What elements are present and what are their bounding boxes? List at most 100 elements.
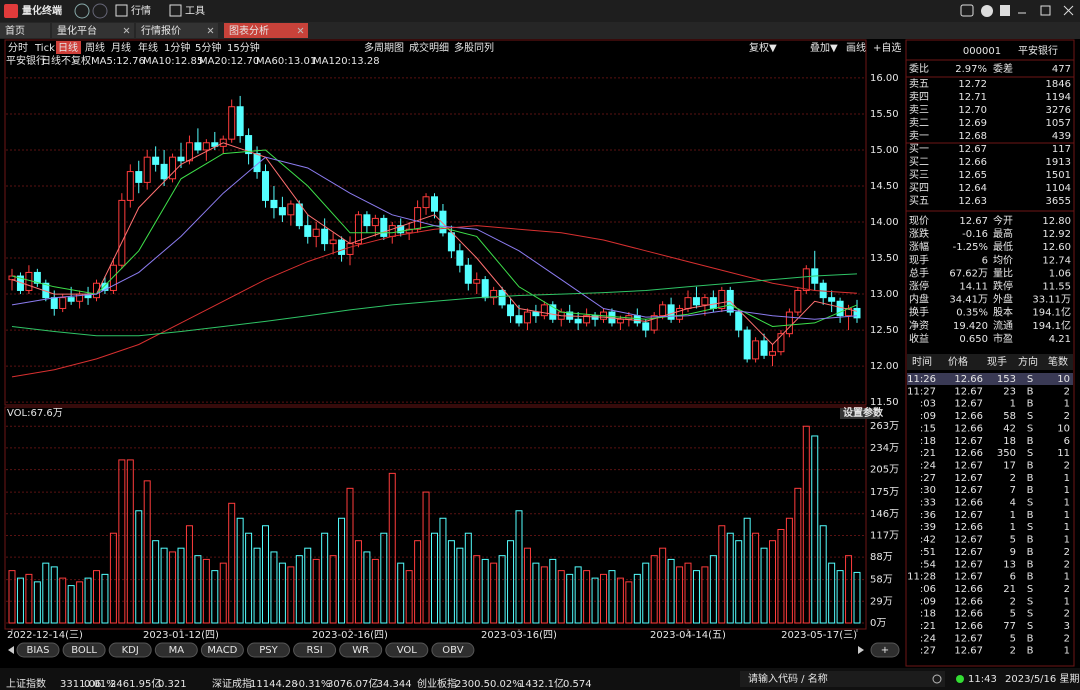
trade-count: 1 bbox=[1064, 510, 1070, 521]
candle-body bbox=[347, 244, 353, 255]
index-field: 0.574 bbox=[563, 679, 592, 690]
indicator-label[interactable]: OBV bbox=[442, 645, 463, 656]
menu-item[interactable]: 行情 bbox=[131, 4, 151, 17]
tool-button[interactable]: +自选 bbox=[873, 41, 901, 54]
view-button[interactable]: 多周期图 bbox=[364, 41, 404, 54]
stat-value: 0.35% bbox=[956, 308, 988, 319]
trade-side: S bbox=[1027, 584, 1033, 595]
stat-value: 0.650 bbox=[959, 334, 988, 345]
index-field: 3076.07亿 bbox=[327, 677, 378, 690]
indicator-label[interactable]: WR bbox=[352, 645, 369, 656]
stat-value: 1.06 bbox=[1049, 268, 1071, 279]
indicator-label[interactable]: KDJ bbox=[122, 645, 139, 656]
trade-volume: 5 bbox=[1010, 633, 1016, 644]
indicator-label[interactable]: BIAS bbox=[27, 645, 50, 656]
tool-button[interactable]: 复权▼ bbox=[749, 41, 777, 54]
period-button[interactable]: 5分钟 bbox=[195, 41, 221, 54]
stat-label: 净资 bbox=[909, 319, 929, 332]
tool-button[interactable]: 画线 bbox=[846, 41, 866, 54]
indicator-label[interactable]: MA bbox=[169, 645, 185, 656]
y-tick-label: 263万 bbox=[870, 421, 899, 432]
period-button[interactable]: 周线 bbox=[85, 41, 105, 54]
trade-time: 11:27 bbox=[907, 386, 936, 397]
stat-value: 12.92 bbox=[1042, 229, 1071, 240]
trade-time: :51 bbox=[920, 547, 936, 558]
tab-label[interactable]: 量化平台 bbox=[57, 24, 97, 37]
tool-button[interactable]: 叠加▼ bbox=[810, 42, 838, 54]
trade-time: :15 bbox=[920, 423, 936, 434]
stat-value: 12.60 bbox=[1042, 242, 1071, 253]
add-button[interactable]: + bbox=[881, 645, 889, 656]
candle-body bbox=[499, 290, 505, 304]
tab-label[interactable]: 行情报价 bbox=[141, 24, 181, 37]
trade-count: 1 bbox=[1064, 596, 1070, 607]
trade-price: 12.67 bbox=[954, 535, 983, 546]
candle-body bbox=[186, 143, 192, 161]
indicator-label[interactable]: BOLL bbox=[71, 645, 97, 656]
trade-time: :24 bbox=[920, 633, 936, 644]
period-button[interactable]: Tick bbox=[34, 43, 55, 54]
y-tick-label: 12.00 bbox=[870, 361, 899, 372]
trade-count: 1 bbox=[1064, 646, 1070, 657]
trade-price: 12.67 bbox=[954, 633, 983, 644]
period-button[interactable]: 15分钟 bbox=[227, 41, 260, 54]
trade-volume: 23 bbox=[1003, 386, 1016, 397]
trade-volume: 42 bbox=[1003, 423, 1016, 434]
stat-value: 194.1亿 bbox=[1032, 306, 1071, 319]
logo-icon bbox=[4, 4, 18, 18]
period-button[interactable]: 分时 bbox=[8, 42, 28, 54]
period-button[interactable]: 1分钟 bbox=[164, 41, 190, 54]
index-field: 0.321 bbox=[158, 679, 187, 690]
app-logo: 量化终端 bbox=[22, 4, 62, 17]
candle-body bbox=[355, 215, 361, 244]
candle-body bbox=[685, 298, 691, 309]
index-field: -0.31% bbox=[295, 679, 330, 690]
trades-header: 时间 bbox=[912, 355, 932, 368]
view-button[interactable]: 成交明细 bbox=[409, 41, 449, 54]
search-placeholder[interactable]: 请输入代码 / 名称 bbox=[748, 672, 828, 685]
tab-label[interactable]: 首页 bbox=[5, 24, 25, 37]
trade-volume: 13 bbox=[1003, 559, 1016, 570]
indicator-label[interactable]: MACD bbox=[207, 645, 237, 656]
help-button[interactable] bbox=[981, 5, 993, 17]
candle-body bbox=[136, 172, 142, 183]
indicator-label[interactable]: VOL bbox=[397, 645, 418, 656]
index-field: 1432.1亿 bbox=[519, 677, 564, 690]
candle-body bbox=[753, 341, 759, 359]
period-button[interactable]: 日线 bbox=[58, 41, 78, 54]
trade-time: :27 bbox=[920, 646, 936, 657]
index-field: 11144.28 bbox=[250, 679, 298, 690]
period-button[interactable]: 月线 bbox=[111, 41, 131, 54]
trade-time: :03 bbox=[920, 399, 936, 410]
y-tick-label: 13.50 bbox=[870, 253, 899, 264]
menu-button[interactable] bbox=[1000, 5, 1010, 16]
stat-label: 市盈 bbox=[993, 332, 1013, 345]
candle-body bbox=[660, 305, 666, 316]
legend-entry: MA20:12.70 bbox=[199, 56, 259, 67]
book-volume: 3276 bbox=[1046, 105, 1071, 116]
trade-volume: 18 bbox=[1003, 436, 1016, 447]
trade-side: B bbox=[1027, 559, 1034, 570]
candle-body bbox=[710, 298, 716, 309]
volume-settings[interactable]: 设置参数 bbox=[843, 406, 884, 419]
indicator-label[interactable]: RSI bbox=[306, 645, 322, 656]
candle-body bbox=[432, 197, 438, 211]
trade-time: :33 bbox=[920, 498, 936, 509]
book-label: 买四 bbox=[909, 182, 929, 194]
trade-volume: 2 bbox=[1010, 646, 1016, 657]
tab-label[interactable]: 图表分析 bbox=[229, 24, 269, 37]
book-volume: 1501 bbox=[1046, 170, 1071, 181]
trade-time: :42 bbox=[920, 535, 936, 546]
stat-value: 19.420 bbox=[953, 321, 988, 332]
trade-volume: 77 bbox=[1003, 621, 1016, 632]
menu-item[interactable]: 工具 bbox=[185, 5, 205, 17]
period-button[interactable]: 年线 bbox=[138, 41, 158, 54]
view-button[interactable]: 多股同列 bbox=[454, 41, 494, 54]
trade-count: 1 bbox=[1064, 572, 1070, 583]
indicator-label[interactable]: PSY bbox=[259, 645, 278, 656]
candle-body bbox=[668, 305, 674, 319]
stat-value: 12.67 bbox=[959, 216, 988, 227]
trade-side: S bbox=[1027, 374, 1033, 385]
info-label: 日线 bbox=[41, 54, 61, 67]
